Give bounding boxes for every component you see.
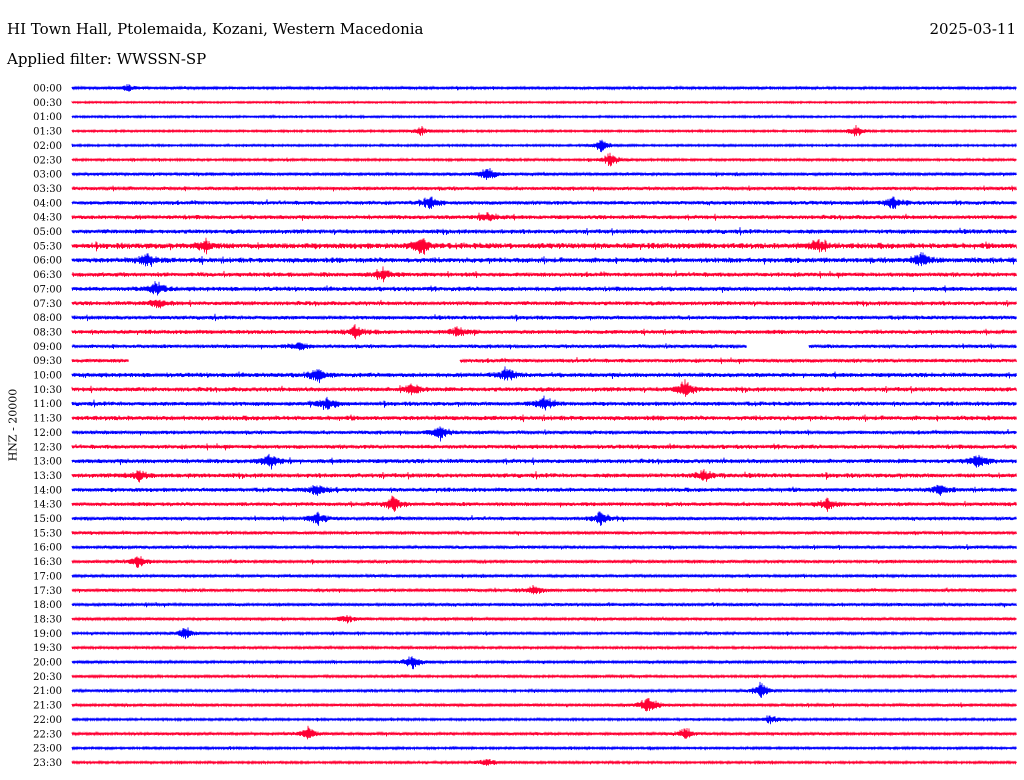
row-time-label: 12:30 [33,442,62,453]
trace-row [71,656,1017,670]
trace-row [71,511,1017,526]
trace-row [71,357,1017,365]
row-time-label: 13:30 [33,471,62,482]
trace-row [71,342,1017,351]
row-time-label: 03:30 [33,184,62,195]
row-time-label: 22:00 [33,715,62,726]
trace-row [71,324,1017,340]
trace-row [71,196,1017,210]
trace-row [71,584,1017,595]
trace-row [71,366,1017,384]
chart-date: 2025-03-11 [929,20,1016,38]
trace-row [71,614,1017,624]
row-time-label: 08:00 [33,313,62,324]
row-time-label: 04:30 [33,213,62,224]
trace-row [71,414,1017,423]
trace-row [71,395,1017,411]
row-time-label: 13:00 [33,457,62,468]
applied-filter-label: Applied filter: WWSSN-SP [7,50,207,68]
trace-row [71,681,1017,698]
row-time-label: 11:30 [33,414,62,425]
row-time-label: 20:00 [33,658,62,669]
row-time-label: 19:30 [33,643,62,654]
row-time-label: 01:30 [33,127,62,138]
row-time-label: 17:00 [33,571,62,582]
row-time-label: 05:00 [33,227,62,238]
row-time-label: 14:30 [33,500,62,511]
row-time-label: 09:00 [33,342,62,353]
row-time-label: 16:00 [33,543,62,554]
row-time-label: 18:30 [33,614,62,625]
trace-row [71,227,1017,236]
row-time-label: 07:30 [33,299,62,310]
row-time-label: 11:00 [33,399,62,410]
row-time-label: 16:30 [33,557,62,568]
trace-row [71,725,1017,740]
chart-title: HI Town Hall, Ptolemaida, Kozani, Wester… [7,20,424,38]
row-time-label: 09:30 [33,356,62,367]
row-time-label: 07:00 [33,284,62,295]
row-time-label: 00:30 [33,98,62,109]
row-time-label: 02:30 [33,155,62,166]
row-time-label: 14:00 [33,485,62,496]
row-time-label: 06:00 [33,256,62,267]
row-time-label: 19:00 [33,629,62,640]
trace-row [71,443,1017,451]
trace-row [71,185,1017,192]
row-time-label: 08:30 [33,327,62,338]
row-time-label: 02:00 [33,141,62,152]
row-time-label: 03:00 [33,170,62,181]
trace-row [71,379,1017,397]
row-time-label: 23:30 [33,758,62,769]
trace-row [71,453,1017,470]
row-time-label: 18:00 [33,600,62,611]
row-time-label: 01:00 [33,112,62,123]
row-time-label: 15:30 [33,528,62,539]
trace-row [71,495,1017,512]
row-time-label: 04:00 [33,198,62,209]
row-time-label: 22:30 [33,729,62,740]
trace-row [71,426,1017,442]
trace-row [71,530,1017,536]
trace-row [71,299,1017,309]
row-time-label: 17:30 [33,586,62,597]
trace-row [71,237,1017,255]
trace-row [71,266,1017,283]
row-time-label: 15:00 [33,514,62,525]
row-time-label: 06:30 [33,270,62,281]
row-time-label: 21:00 [33,686,62,697]
row-time-label: 20:30 [33,672,62,683]
trace-row [71,469,1017,483]
row-time-label: 23:00 [33,744,62,755]
trace-row [71,484,1017,496]
row-time-label: 05:30 [33,241,62,252]
row-time-label: 21:30 [33,701,62,712]
row-time-label: 10:00 [33,371,62,382]
trace-row [71,152,1017,167]
row-time-label: 00:00 [33,84,62,95]
row-time-label: 10:30 [33,385,62,396]
row-time-label: 12:00 [33,428,62,439]
trace-row [71,212,1017,222]
trace-row [71,167,1017,181]
